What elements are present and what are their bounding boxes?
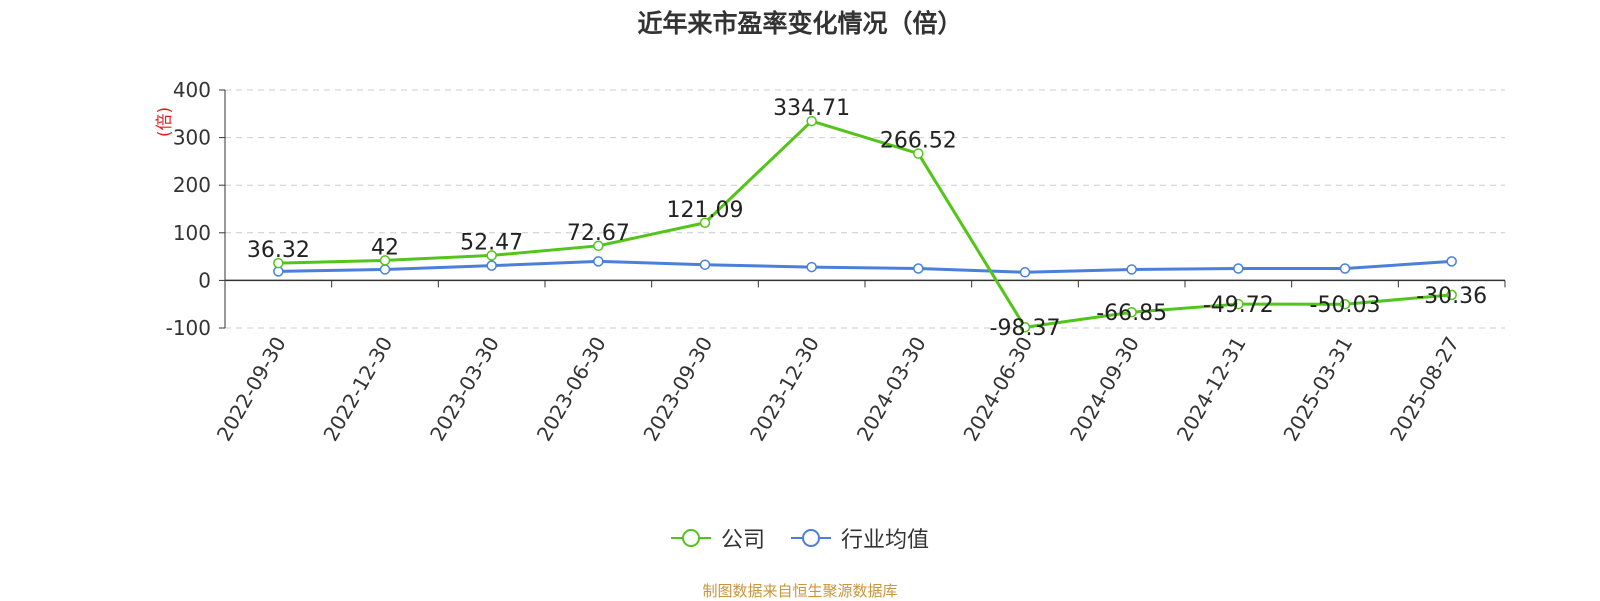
legend: 公司 行业均值 — [0, 522, 1600, 554]
series-industry-average-point — [913, 263, 924, 274]
x-tick-label: 2025-08-27 — [1385, 333, 1464, 446]
series-company-point — [913, 148, 924, 159]
data-label: -98.37 — [990, 316, 1061, 341]
legend-line-circle-icon — [670, 529, 711, 547]
series-company-point — [1019, 321, 1031, 333]
chart-title: 近年来市盈率变化情况（倍） — [637, 9, 963, 38]
x-tick-label: 2023-12-30 — [745, 333, 824, 446]
x-tick-label: 2024-06-30 — [958, 333, 1037, 446]
data-label: 121.09 — [667, 198, 744, 223]
legend-item-industry-average[interactable]: 行业均值 — [791, 522, 929, 554]
data-label: 52.47 — [460, 230, 523, 255]
x-tick-label: 2023-09-30 — [638, 333, 717, 446]
y-axis-label-group: (倍) — [155, 107, 175, 137]
legend-line-circle-icon — [791, 529, 831, 547]
series-company-point — [593, 240, 604, 252]
data-label: -30.36 — [1416, 284, 1487, 309]
series-industry-average-point — [486, 260, 497, 271]
series-company-point — [273, 257, 284, 269]
data-label: -66.85 — [1096, 301, 1167, 326]
data-label: 72.67 — [567, 221, 630, 246]
series-company-point — [699, 217, 711, 229]
series-industry-average-point — [1446, 256, 1457, 267]
y-axis-label: (倍) — [155, 107, 175, 137]
series-company-point — [1446, 289, 1457, 301]
series-company-point — [1233, 298, 1244, 310]
series-industry-average-point — [699, 259, 711, 270]
series-company-point — [1126, 306, 1137, 318]
x-tick-label: 2024-12-31 — [1172, 333, 1251, 446]
series-lines — [273, 115, 1457, 333]
series-industry-average-point — [593, 256, 604, 267]
x-tick-label: 2023-03-30 — [425, 332, 504, 445]
series-company-point — [1339, 298, 1351, 310]
x-tick-label: 2024-09-30 — [1065, 333, 1144, 446]
x-tick-label: 2023-06-30 — [532, 333, 611, 446]
y-tick-label: 400 — [173, 78, 211, 102]
data-source-note: 制图数据来自恒生聚源数据库 — [702, 582, 898, 600]
series-industry-average-line — [278, 259, 1452, 274]
y-tick-label: 100 — [173, 221, 211, 245]
data-label: 36.32 — [247, 238, 310, 263]
data-labels: 36.32 42 52.47 72.67 121.09 334.71 266.52 -98.3… — [247, 96, 1487, 341]
legend-label-industry-average: 行业均值 — [841, 528, 930, 553]
series-industry-average-point — [1019, 267, 1031, 278]
data-label: 42 — [371, 235, 399, 260]
series-company-line — [278, 119, 1452, 329]
x-tick-label: 2025-03-31 — [1278, 333, 1357, 446]
x-tick-label: 2022-12-30 — [318, 333, 397, 446]
series-industry-average-point — [1233, 263, 1244, 274]
series-company-point — [806, 115, 817, 127]
series-company-point — [379, 255, 391, 266]
series-industry-average-point — [806, 261, 817, 273]
data-label: 266.52 — [880, 129, 957, 154]
y-tick-label: 300 — [173, 126, 211, 150]
y-tick-label: -100 — [166, 316, 211, 340]
series-company-point — [486, 250, 497, 261]
series-industry-average-point — [1339, 263, 1351, 274]
data-label: -49.72 — [1203, 293, 1274, 318]
legend-label-company: 公司 — [720, 528, 765, 553]
series-industry-average-point — [1126, 264, 1137, 275]
y-tick-label: 0 — [198, 268, 211, 292]
series-industry-average-point — [379, 264, 391, 275]
x-tick-label: 2024-03-30 — [852, 332, 931, 445]
data-label: -50.03 — [1310, 293, 1381, 318]
y-tick-label: 200 — [173, 173, 211, 197]
legend-item-company[interactable]: 公司 — [670, 522, 765, 554]
data-label: 334.71 — [773, 96, 850, 121]
x-tick-label: 2022-09-30 — [212, 333, 291, 446]
